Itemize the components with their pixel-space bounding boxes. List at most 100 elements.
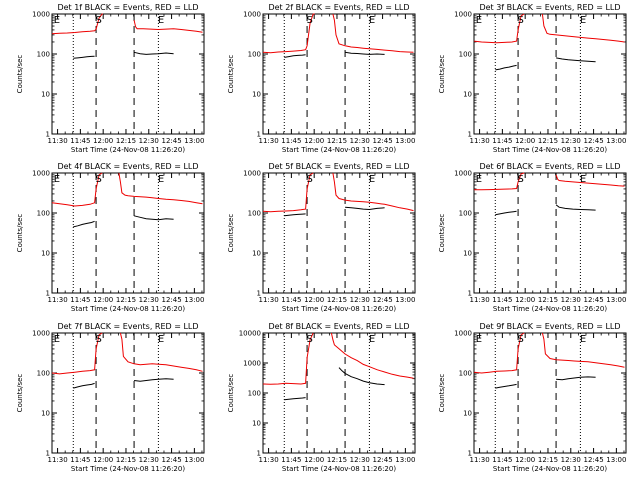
x-tick-label: 12:45 bbox=[583, 456, 603, 464]
x-tick-label: 12:30 bbox=[350, 137, 370, 145]
y-tick-label: 1000 bbox=[32, 11, 50, 19]
x-axis-label: Start Time (24-Nov-08 11:26:20) bbox=[71, 305, 185, 313]
plot-frame bbox=[473, 172, 627, 294]
y-tick-label: 1 bbox=[468, 290, 472, 298]
y-tick-label: 100 bbox=[37, 210, 50, 218]
interval-marker: E bbox=[54, 174, 60, 185]
x-tick-label: 13:00 bbox=[184, 456, 204, 464]
panel-det-1: Det 1f BLACK = Events, RED = LLD 1000 100 1… bbox=[16, 3, 205, 154]
x-tick-label: 12:45 bbox=[161, 456, 181, 464]
x-tick-label: 12:15 bbox=[538, 137, 558, 145]
x-tick-label: 12:00 bbox=[304, 296, 324, 304]
y-axis-label: Counts/sec bbox=[438, 214, 446, 253]
events-series-line bbox=[556, 376, 596, 381]
y-axis-label: Counts/sec bbox=[227, 374, 235, 413]
events-series-line bbox=[133, 51, 174, 55]
x-tick-label: 12:00 bbox=[515, 137, 535, 145]
plot-frame bbox=[262, 13, 416, 135]
x-tick-label: 13:00 bbox=[395, 296, 415, 304]
y-tick-label: 100 bbox=[248, 51, 261, 59]
interval-marker: E bbox=[54, 334, 60, 345]
y-tick-label: 1 bbox=[46, 131, 50, 139]
x-axis-label: Start Time (24-Nov-08 11:26:20) bbox=[493, 305, 607, 313]
plot-frame bbox=[51, 13, 205, 135]
y-tick-label: 100 bbox=[248, 210, 261, 218]
x-tick-label: 12:15 bbox=[327, 137, 347, 145]
x-tick-label: 12:45 bbox=[372, 137, 392, 145]
x-tick-label: 12:30 bbox=[561, 456, 581, 464]
x-tick-label: 11:45 bbox=[70, 456, 90, 464]
events-series-line bbox=[338, 367, 385, 386]
interval-marker: E bbox=[580, 15, 586, 26]
events-series-line bbox=[345, 206, 385, 211]
events-series-line bbox=[134, 378, 174, 382]
y-tick-label: 1 bbox=[257, 450, 261, 458]
x-tick-label: 12:30 bbox=[350, 296, 370, 304]
x-tick-label: 12:00 bbox=[93, 456, 113, 464]
x-tick-label: 12:00 bbox=[304, 456, 324, 464]
y-tick-label: 10 bbox=[463, 410, 472, 418]
x-tick-label: 11:45 bbox=[70, 137, 90, 145]
panel-det-8: Det 8f BLACK = Events, RED = LLD 10000 100… bbox=[227, 322, 416, 473]
events-series-line bbox=[555, 204, 596, 211]
events-series-line bbox=[73, 382, 95, 389]
plot-title: Det 1f BLACK = Events, RED = LLD bbox=[57, 3, 198, 12]
x-tick-label: 13:00 bbox=[395, 456, 415, 464]
x-tick-label: 11:30 bbox=[258, 456, 278, 464]
interval-marker: S bbox=[307, 334, 313, 345]
y-tick-label: 10 bbox=[41, 410, 50, 418]
x-tick-label: 12:45 bbox=[161, 137, 181, 145]
interval-marker: S bbox=[96, 174, 102, 185]
x-axis-label: Start Time (24-Nov-08 11:26:20) bbox=[71, 146, 185, 154]
y-tick-label: 100 bbox=[37, 370, 50, 378]
x-tick-label: 12:30 bbox=[139, 296, 159, 304]
y-tick-label: 1000 bbox=[243, 360, 261, 368]
lld-series-line bbox=[541, 13, 625, 43]
y-tick-label: 100 bbox=[248, 390, 261, 398]
x-axis-label: Start Time (24-Nov-08 11:26:20) bbox=[493, 465, 607, 473]
y-axis-label: Counts/sec bbox=[16, 214, 24, 253]
interval-marker: E bbox=[54, 15, 60, 26]
lld-series-line bbox=[332, 172, 414, 212]
x-tick-label: 12:30 bbox=[139, 137, 159, 145]
panel-det-4: Det 4f BLACK = Events, RED = LLD 1000 100 1… bbox=[16, 162, 205, 313]
x-tick-label: 13:00 bbox=[606, 296, 626, 304]
lld-series-line bbox=[332, 13, 414, 53]
interval-marker: S bbox=[518, 174, 524, 185]
y-tick-label: 1 bbox=[468, 131, 472, 139]
x-tick-label: 11:30 bbox=[258, 296, 278, 304]
x-axis-label: Start Time (24-Nov-08 11:26:20) bbox=[282, 305, 396, 313]
lld-series-line bbox=[133, 20, 203, 33]
x-tick-label: 13:00 bbox=[184, 296, 204, 304]
x-tick-label: 12:00 bbox=[93, 137, 113, 145]
events-series-line bbox=[345, 51, 385, 55]
y-tick-label: 10000 bbox=[239, 330, 261, 338]
events-series-line bbox=[284, 213, 306, 217]
y-tick-label: 1000 bbox=[243, 170, 261, 178]
x-tick-label: 12:15 bbox=[116, 296, 136, 304]
events-series-line bbox=[556, 57, 596, 63]
plot-frame bbox=[51, 332, 205, 454]
lld-series-line bbox=[51, 172, 103, 207]
x-axis-label: Start Time (24-Nov-08 11:26:20) bbox=[282, 146, 396, 154]
panel-det-9: Det 9f BLACK = Events, RED = LLD 1000 100 1… bbox=[438, 322, 627, 473]
y-tick-label: 100 bbox=[459, 51, 472, 59]
interval-marker: S bbox=[518, 334, 524, 345]
x-tick-label: 11:45 bbox=[281, 296, 301, 304]
interval-marker: S bbox=[96, 334, 102, 345]
x-tick-label: 13:00 bbox=[395, 137, 415, 145]
x-tick-label: 11:30 bbox=[258, 137, 278, 145]
interval-marker: E bbox=[158, 15, 164, 26]
lld-series-line bbox=[118, 172, 203, 205]
x-axis-label: Start Time (24-Nov-08 11:26:20) bbox=[493, 146, 607, 154]
y-tick-label: 1000 bbox=[454, 170, 472, 178]
y-tick-label: 1000 bbox=[32, 330, 50, 338]
x-tick-label: 12:00 bbox=[93, 296, 113, 304]
plot-frame bbox=[51, 172, 205, 294]
x-tick-label: 13:00 bbox=[184, 137, 204, 145]
x-tick-label: 11:30 bbox=[47, 137, 67, 145]
events-series-line bbox=[495, 210, 517, 216]
x-tick-label: 12:45 bbox=[161, 296, 181, 304]
lld-series-line bbox=[51, 332, 103, 375]
